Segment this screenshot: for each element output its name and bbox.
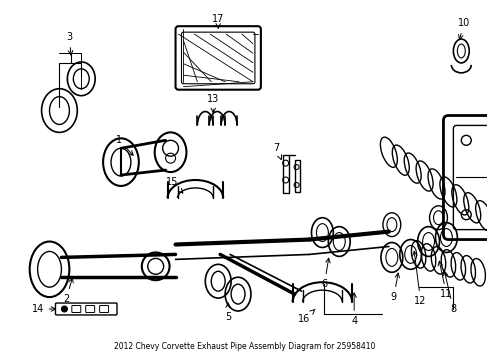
Text: 9: 9 — [390, 273, 399, 302]
Bar — [282, 155, 288, 193]
Text: 1: 1 — [116, 135, 133, 156]
Text: 17: 17 — [212, 14, 224, 28]
Text: 3: 3 — [66, 32, 73, 55]
Text: 14: 14 — [31, 304, 56, 314]
Text: 2: 2 — [63, 278, 73, 304]
Text: 10: 10 — [457, 18, 469, 39]
Text: 2012 Chevy Corvette Exhaust Pipe Assembly Diagram for 25958410: 2012 Chevy Corvette Exhaust Pipe Assembl… — [114, 342, 374, 351]
Text: 5: 5 — [224, 303, 231, 322]
Text: 6: 6 — [321, 258, 329, 289]
Text: 11: 11 — [437, 261, 451, 299]
Bar — [294, 160, 299, 192]
Text: 8: 8 — [442, 271, 455, 314]
Text: 16: 16 — [298, 309, 314, 324]
Text: 12: 12 — [412, 251, 426, 306]
Circle shape — [61, 306, 67, 312]
Text: 4: 4 — [350, 293, 356, 326]
Text: 15: 15 — [166, 177, 183, 193]
Text: 13: 13 — [207, 94, 219, 113]
Text: 7: 7 — [273, 143, 281, 159]
